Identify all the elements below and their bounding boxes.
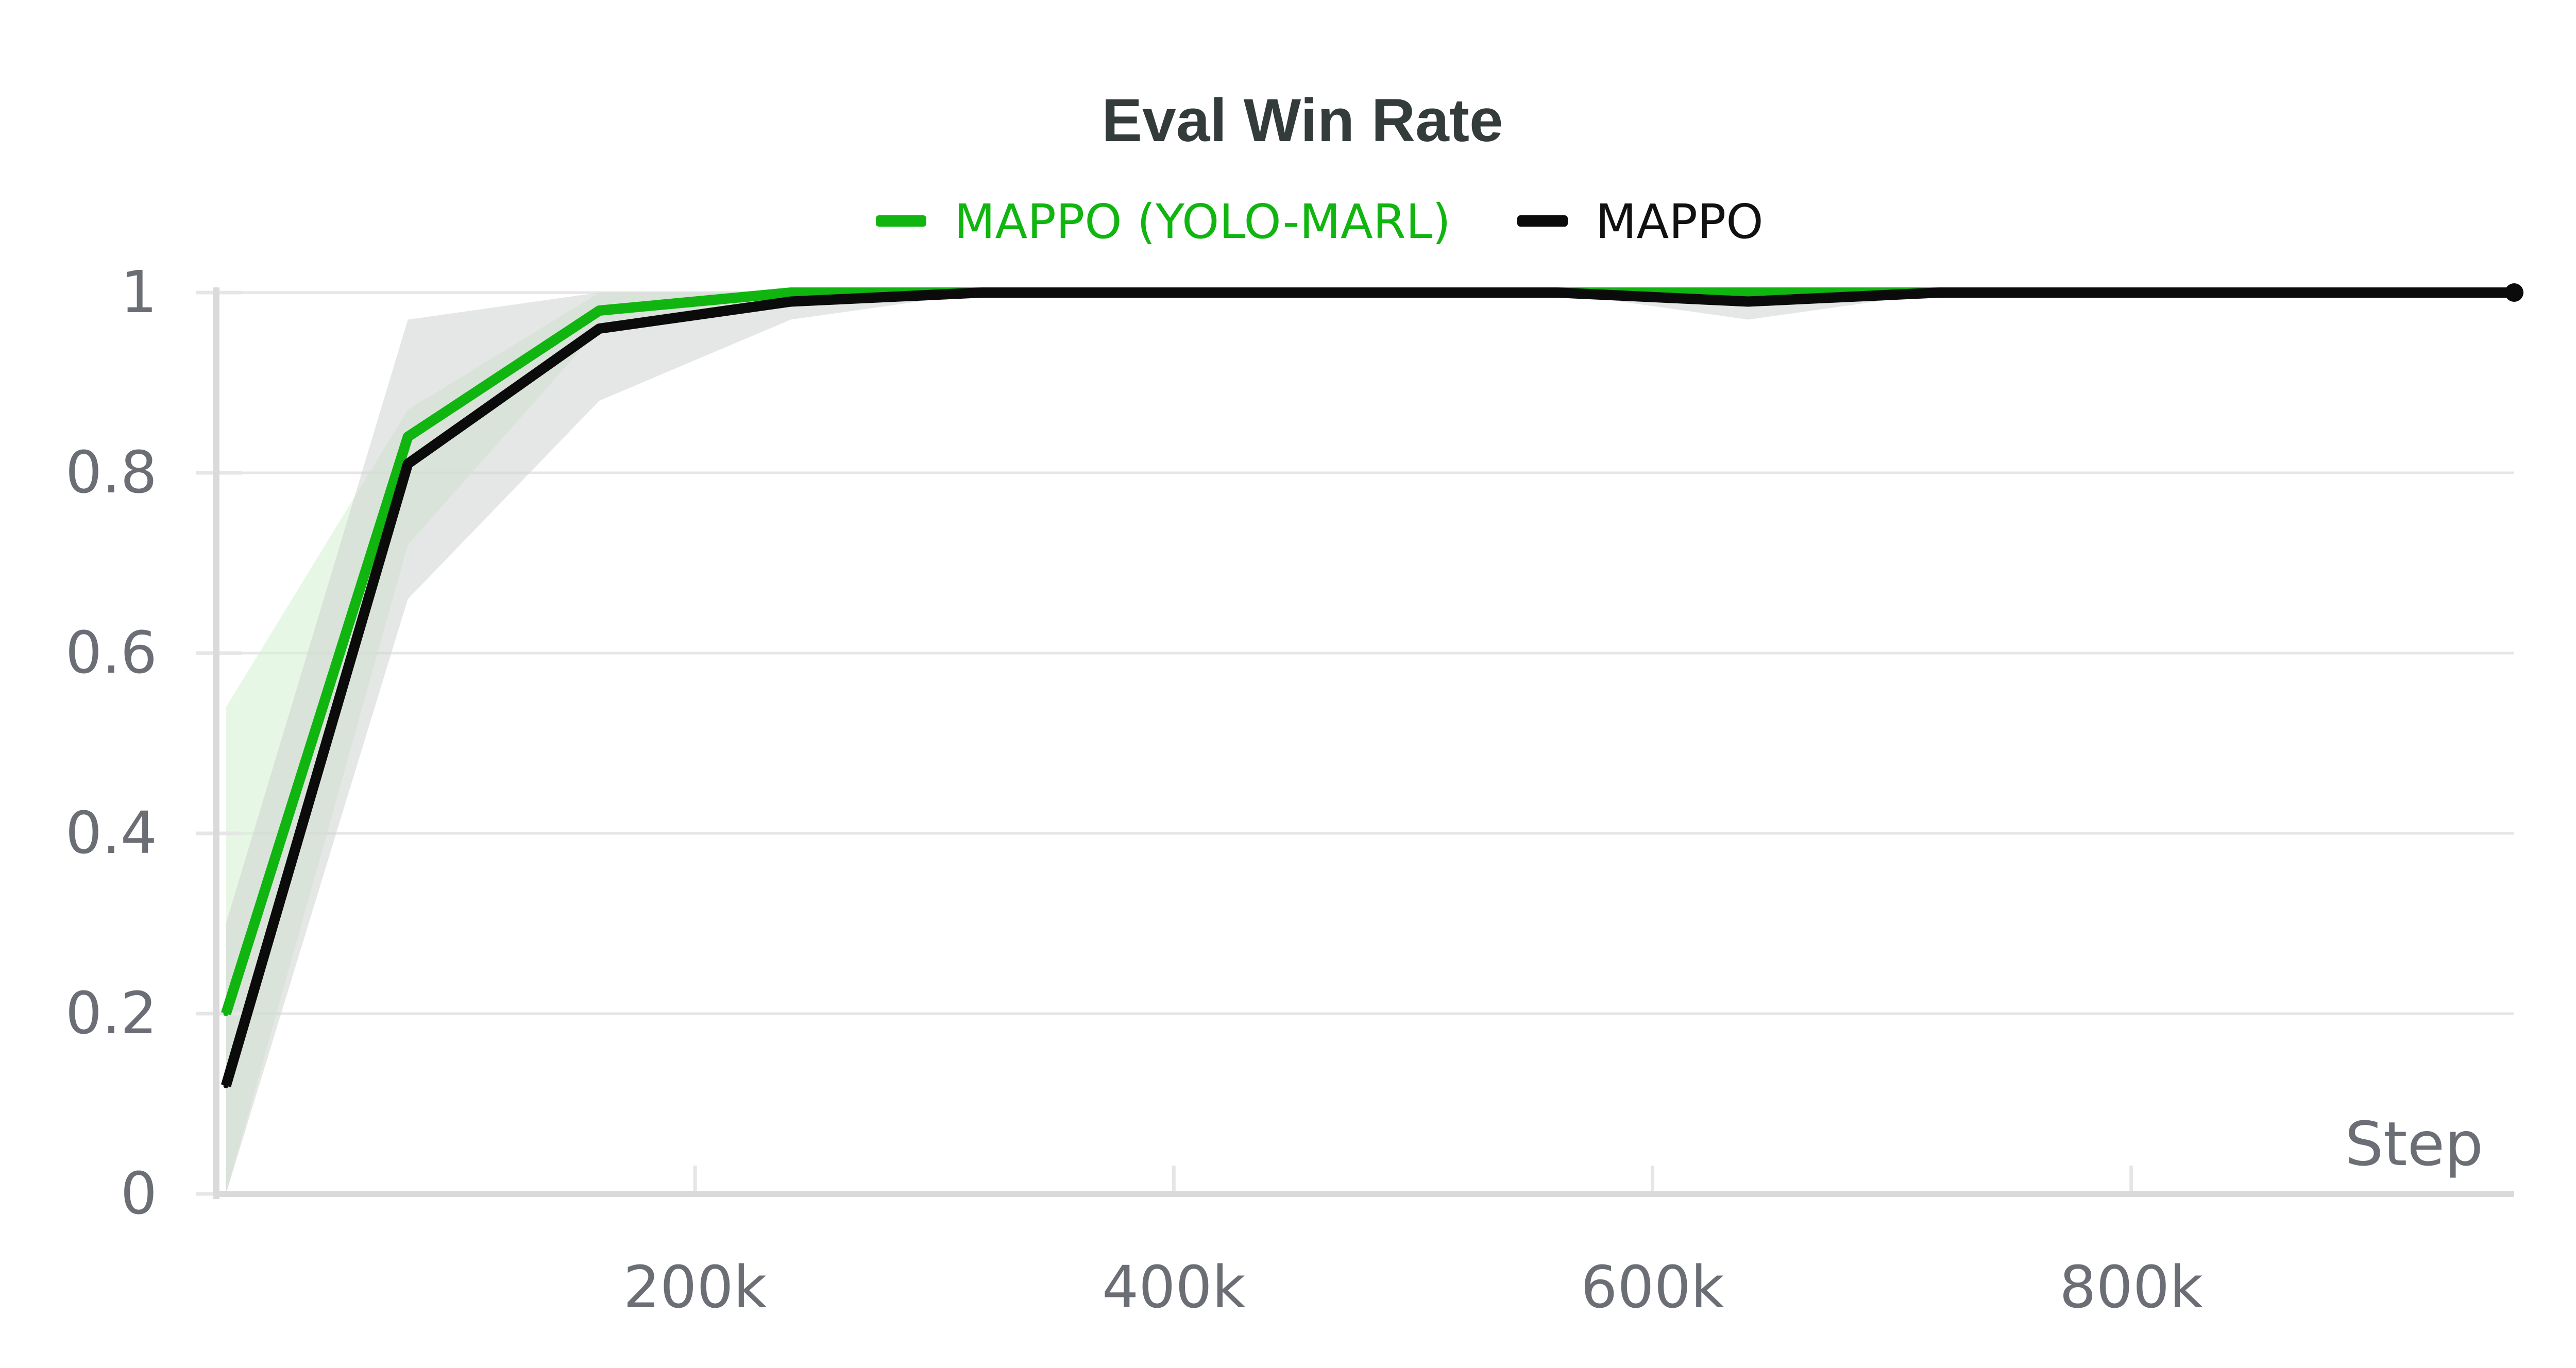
legend-label-mappo: MAPPO	[1596, 194, 1764, 249]
x-tick-label: 200k	[623, 1254, 767, 1321]
data-point-mappo	[2320, 290, 2326, 295]
data-point-mappo	[788, 299, 793, 304]
y-tick-label: 1	[121, 259, 157, 326]
data-point-mappo	[1554, 290, 1560, 295]
legend-label-mappo-yolo-marl: MAPPO (YOLO-MARL)	[954, 194, 1451, 249]
data-point-mappo-yolo-marl	[405, 434, 411, 439]
y-tick-label: 0.4	[65, 800, 157, 867]
y-tick-label: 0	[121, 1160, 157, 1227]
y-tick-label: 0.6	[65, 620, 157, 687]
y-tick-label: 0.2	[65, 980, 157, 1047]
data-point-mappo	[1363, 290, 1368, 295]
data-point-mappo-yolo-marl	[223, 1011, 229, 1016]
axes	[196, 287, 2514, 1199]
x-tick-label: 800k	[2059, 1254, 2203, 1321]
data-point-mappo-yolo-marl	[1745, 290, 1751, 295]
confidence-band-mappo	[226, 293, 2514, 1194]
data-point-mappo	[223, 1083, 229, 1088]
legend-swatch-mappo	[1517, 215, 1568, 227]
series-end-marker	[2505, 283, 2523, 302]
legend: MAPPO (YOLO-MARL) MAPPO	[876, 194, 1764, 249]
x-tick-label: 600k	[1581, 1254, 1724, 1321]
confidence-bands	[226, 293, 2514, 1194]
x-tick-label: 400k	[1102, 1254, 1246, 1321]
data-point-mappo	[1171, 290, 1177, 295]
series-lines	[221, 283, 2523, 1088]
data-point-mappo-yolo-marl	[788, 290, 793, 295]
chart-title: Eval Win Rate	[1101, 87, 1503, 155]
data-point-mappo-yolo-marl	[597, 308, 602, 313]
data-point-mappo	[979, 290, 985, 295]
y-tick-label: 0.8	[65, 439, 157, 506]
data-point-mappo	[597, 326, 602, 331]
data-point-mappo	[405, 461, 411, 467]
data-point-mappo	[1937, 290, 1942, 295]
legend-swatch-mappo-yolo-marl	[876, 215, 926, 227]
data-point-mappo	[1745, 299, 1751, 304]
x-axis-title: Step	[2345, 1108, 2483, 1179]
data-point-mappo	[2128, 290, 2134, 295]
tick-labels: 0 0.2 0.4 0.6 0.8 1 200k 400k 600k 800k	[65, 259, 2203, 1321]
